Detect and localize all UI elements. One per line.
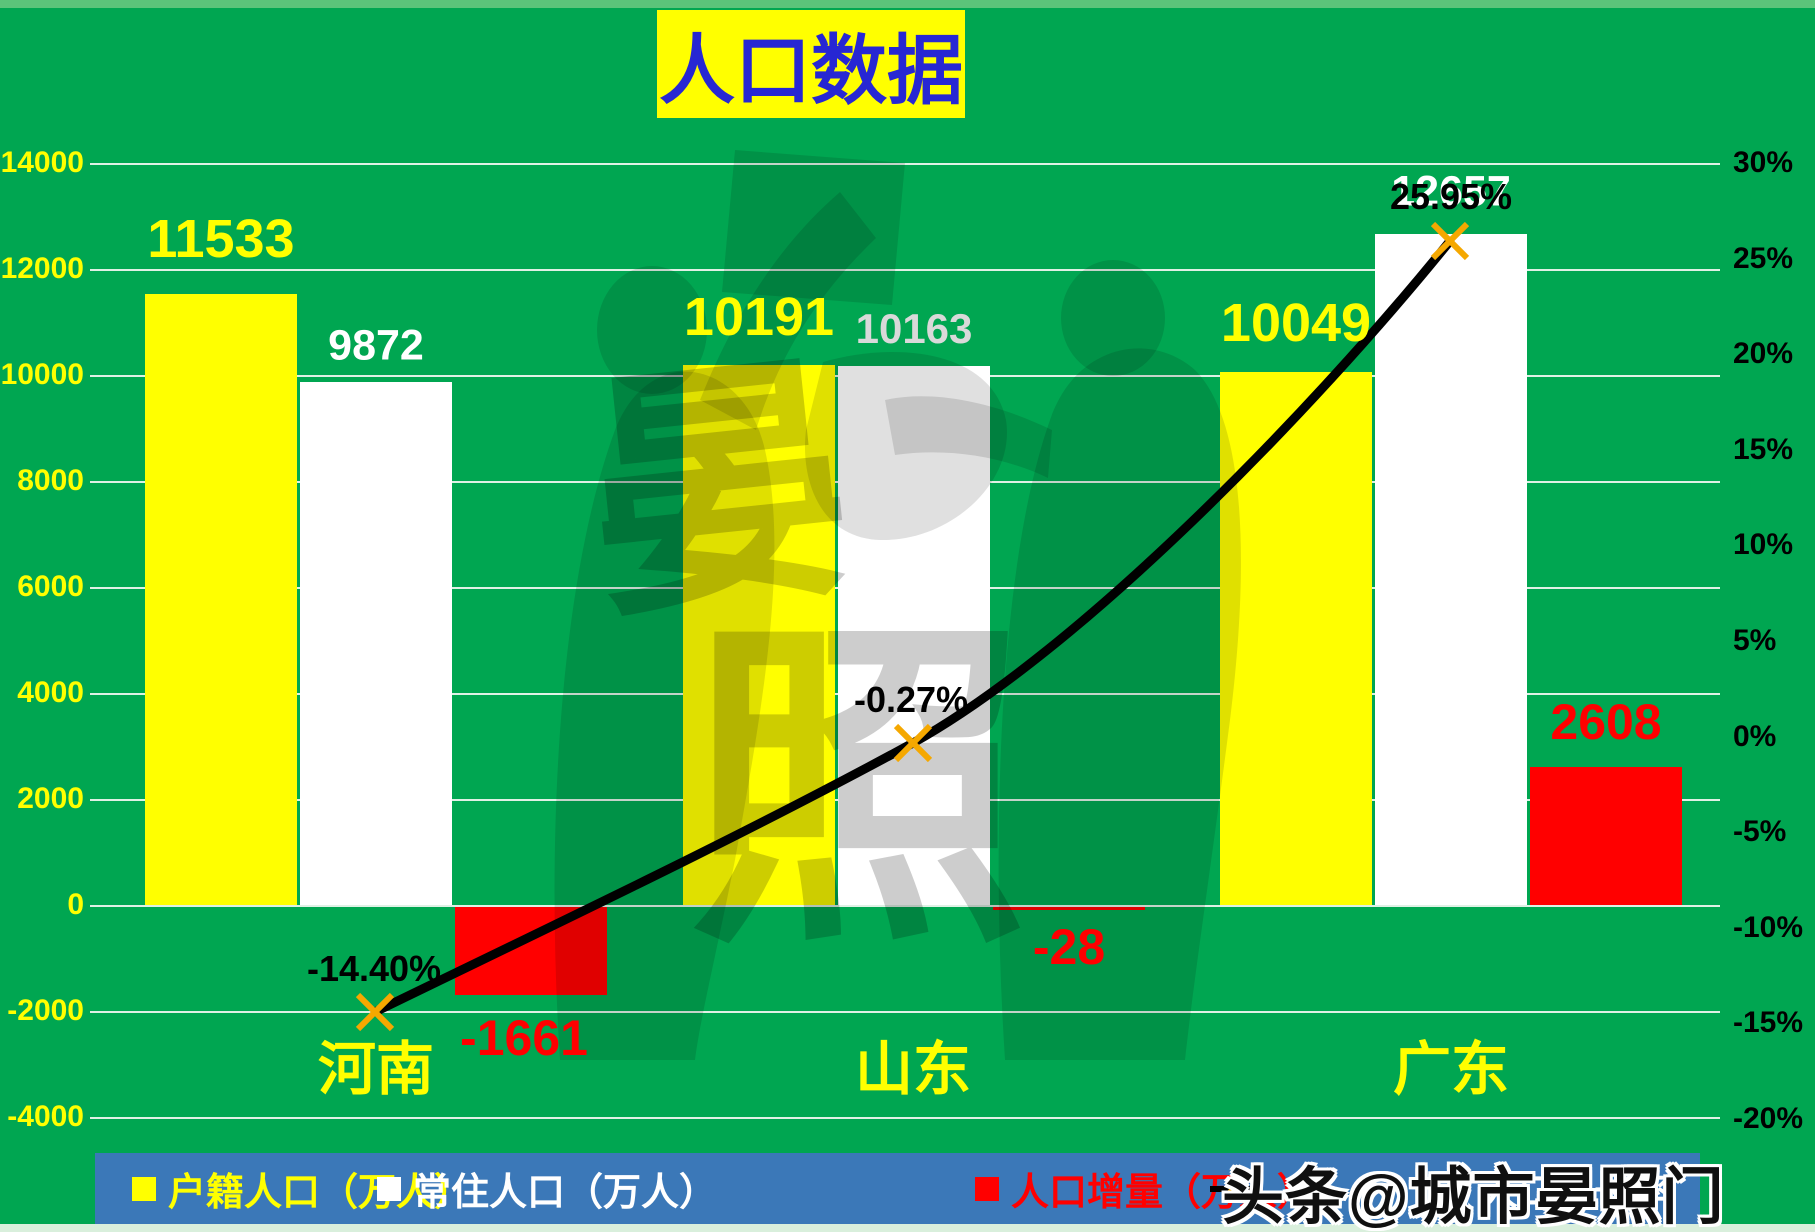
gridline-zero [90,905,1720,907]
top-border-strip [0,0,1815,8]
bar-guangdong-increment [1530,767,1682,905]
chart-title-box: 人口数据 [657,10,965,118]
legend-label: 人口增长率 [1480,1172,1671,1214]
label-henan-resident: 9872 [328,321,424,370]
left-axis-tick: 8000 [17,464,84,497]
label-shandong-resident: 10163 [855,305,973,352]
bar-henan-registered [145,294,297,905]
legend-bar: 户籍人口（万人） 常住人口（万人） 人口增量（万人） × 人口增长率 [95,1153,1700,1224]
right-axis-tick: 15% [1733,433,1794,466]
right-axis-tick: -10% [1733,911,1804,944]
watermark-calligraphy: 照 [688,590,1028,989]
right-axis-tick: 5% [1733,624,1777,657]
right-axis-tick: -15% [1733,1006,1804,1039]
label-guangdong-resident: 12657 [1391,167,1511,216]
left-axis-tick: 14000 [0,146,84,179]
bar-guangdong-registered [1220,372,1372,905]
legend-item-growth-rate: 人口增长率 [1480,1153,1670,1224]
x-marker-henan [355,992,395,1032]
x-marker-guangdong [1430,221,1470,261]
chart-title: 人口数据 [659,29,963,114]
label-shandong-increment: -28 [1032,919,1106,975]
gridline-neg4000 [90,1117,1720,1119]
label-guangdong-increment: 2608 [1550,694,1662,750]
right-axis-tick: 10% [1733,528,1794,561]
legend-item-resident: 常住人口（万人） [377,1153,717,1224]
gridline-neg2000 [90,1011,1720,1013]
legend-swatch-red [975,1176,999,1201]
label-shandong-registered: 10191 [683,287,835,347]
bottom-border-strip [0,1224,1815,1232]
label-henan-increment: -1661 [460,1010,588,1066]
left-axis-tick: -4000 [7,1100,84,1133]
right-axis-tick: 0% [1733,720,1777,753]
left-axis-tick: 0 [67,888,84,921]
label-guangdong-growth: 25.95% [1389,176,1513,217]
label-shandong-growth: -0.27% [853,679,969,720]
right-axis-tick: -20% [1733,1102,1804,1135]
legend-item-registered: 户籍人口（万人） [132,1153,472,1224]
label-guangdong-registered: 10049 [1220,293,1372,353]
right-axis-tick: 20% [1733,337,1794,370]
left-axis-tick: 4000 [17,676,84,709]
legend-line-marker [1210,1186,1262,1192]
legend-x-marker-icon: × [1223,1165,1247,1209]
legend-swatch-yellow [132,1176,156,1201]
right-axis-tick: -5% [1733,815,1787,848]
category-label-shandong: 山东 [854,1037,972,1102]
gridline-12000 [90,269,1720,271]
legend-label: 人口增量（万人） [1011,1172,1316,1214]
gridline-14000 [90,163,1720,165]
legend-swatch-white [377,1176,401,1201]
left-axis-tick: 6000 [17,570,84,603]
bar-guangdong-resident [1375,234,1527,905]
legend-label: 常住人口（万人） [413,1172,718,1214]
label-henan-registered: 11533 [147,209,295,269]
x-marker-shandong [893,723,933,763]
left-axis-tick: -2000 [7,994,84,1027]
bar-henan-resident [300,382,452,905]
legend-label: 户籍人口（万人） [168,1172,473,1214]
left-axis-tick: 10000 [0,358,84,391]
left-axis-tick: 2000 [17,782,84,815]
category-label-guangdong: 广东 [1392,1037,1510,1102]
category-label-henan: 河南 [317,1037,435,1102]
legend-item-increment: 人口增量（万人） [975,1153,1315,1224]
right-axis-tick: 25% [1733,242,1794,275]
right-axis-tick: 30% [1733,146,1794,179]
label-henan-growth: -14.40% [306,948,442,989]
left-axis-tick: 12000 [0,252,84,285]
watermark-text: 头条@城市晏照门 [1222,1163,1725,1232]
